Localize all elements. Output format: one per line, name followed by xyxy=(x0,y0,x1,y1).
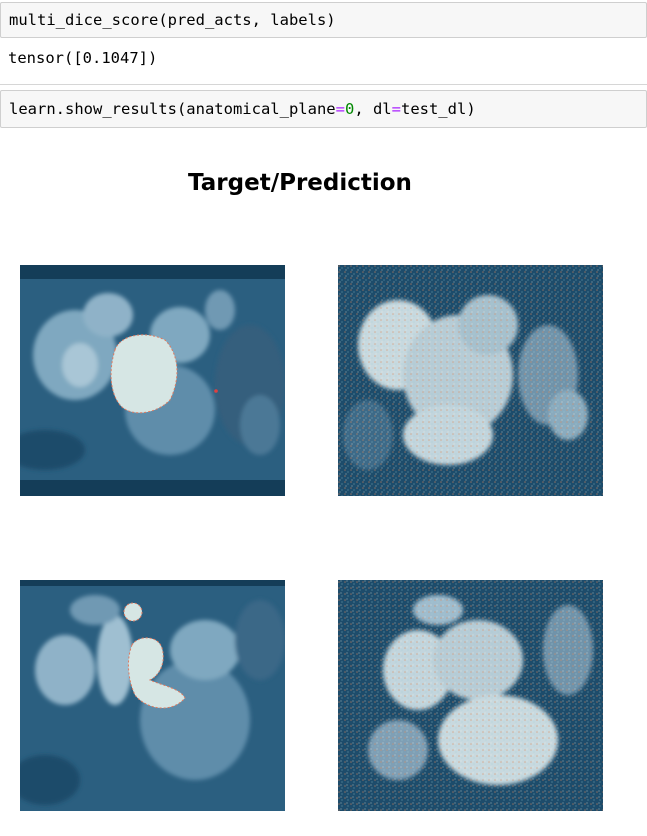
code-separator: , dl xyxy=(354,100,392,118)
code-cell-dice-score[interactable]: multi_dice_score(pred_acts, labels) xyxy=(0,2,647,38)
prediction-panel-2 xyxy=(338,580,603,811)
code-number: 0 xyxy=(344,100,355,118)
cell-divider xyxy=(0,84,647,85)
prediction-panel-1 xyxy=(338,265,603,496)
code-close-paren: ) xyxy=(466,100,476,118)
target-panel-1 xyxy=(20,265,285,496)
code-cell-show-results[interactable]: learn.show_results(anatomical_plane=0, d… xyxy=(0,90,647,128)
code-operator: = xyxy=(391,100,401,118)
mri-slice-icon xyxy=(338,580,603,811)
target-panel-2 xyxy=(20,580,285,811)
code-function-name: multi_dice_score xyxy=(9,11,159,29)
code-arg-value: test_dl xyxy=(400,100,467,118)
mri-slice-icon xyxy=(20,265,285,496)
figure-title: Target/Prediction xyxy=(188,170,412,196)
code-args: (pred_acts, labels) xyxy=(158,11,336,29)
mri-slice-icon xyxy=(20,580,285,811)
mri-slice-icon xyxy=(338,265,603,496)
cell-output: tensor([0.1047]) xyxy=(8,49,158,67)
code-call: learn.show_results(anatomical_plane xyxy=(9,100,336,118)
code-operator: = xyxy=(335,100,345,118)
